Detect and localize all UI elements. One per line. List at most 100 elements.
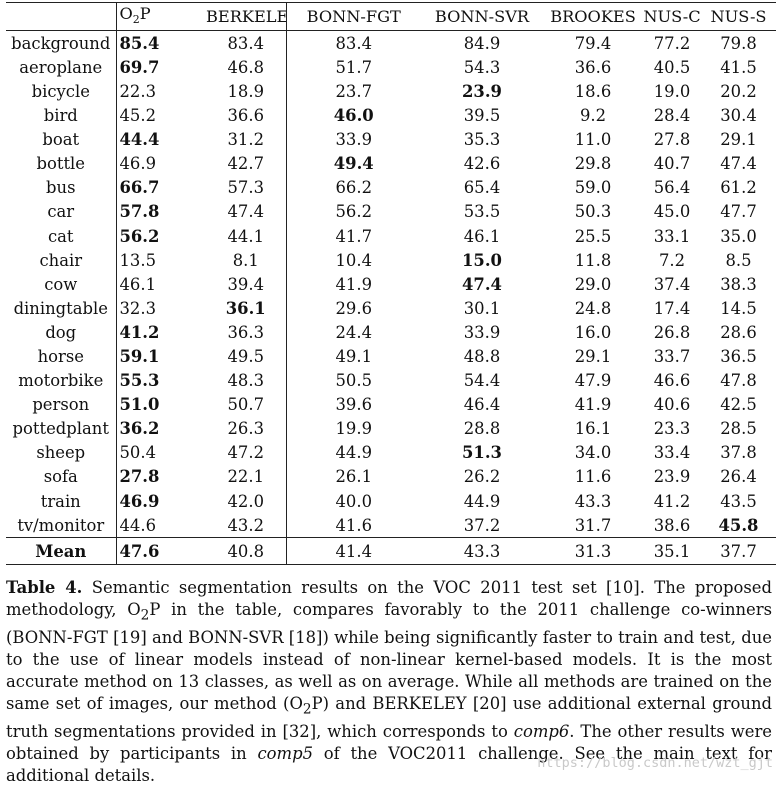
table-cell: 23.3 bbox=[653, 419, 691, 439]
table-cell: 44.9 bbox=[463, 491, 501, 511]
table-body: background 85.4 83.4 83.4 84.9 79.4 77.2 79.8 ae… bbox=[6, 30, 776, 538]
caption-italic: comp6 bbox=[513, 721, 570, 741]
table-caption: Table 4. Semantic segmentation results o… bbox=[6, 577, 772, 787]
row-label: train bbox=[40, 491, 81, 511]
caption-subscript: 2 bbox=[302, 701, 312, 718]
table-cell: 33.9 bbox=[463, 322, 501, 342]
table-cell: 43.2 bbox=[227, 515, 265, 535]
table-cell: 46.8 bbox=[227, 57, 265, 77]
table-cell: 46.1 bbox=[115, 272, 206, 297]
table-row: horse 59.1 49.5 49.1 48.8 29.1 33.7 36.5 bbox=[6, 344, 776, 369]
table-row: cow 46.1 39.4 41.9 47.4 29.0 37.4 38.3 bbox=[6, 272, 776, 297]
header-row: O2P BERKELEY BONN-FGT BONN-SVR BROOKES N… bbox=[6, 2, 776, 32]
table-cell: 39.4 bbox=[227, 274, 265, 294]
row-label: bus bbox=[46, 178, 76, 198]
table-cell: 47.6 bbox=[115, 537, 206, 565]
table-cell: 25.5 bbox=[574, 226, 612, 246]
table-row: bicycle 22.3 18.9 23.7 23.9 18.6 19.0 20.2 bbox=[6, 79, 776, 104]
table-cell: 54.4 bbox=[463, 371, 501, 391]
row-label: bicycle bbox=[31, 81, 90, 101]
table-cell: 56.4 bbox=[653, 178, 691, 198]
table-cell: 36.1 bbox=[225, 298, 266, 318]
table-cell: 51.7 bbox=[285, 55, 421, 80]
table-cell: 40.8 bbox=[206, 537, 286, 565]
table-cell: 59.0 bbox=[574, 178, 612, 198]
table-cell: 39.5 bbox=[463, 106, 501, 126]
table-cell: 29.6 bbox=[285, 296, 421, 321]
table-cell: 46.4 bbox=[463, 395, 501, 415]
table-cell: 44.1 bbox=[227, 226, 265, 246]
header-method: BONN-SVR bbox=[421, 2, 543, 32]
watermark-url: https://blog.csdn.net/wzt_gjt bbox=[537, 755, 773, 771]
table-cell: 8.5 bbox=[725, 250, 752, 270]
table-cell: 18.6 bbox=[574, 81, 612, 101]
row-label: motorbike bbox=[18, 371, 104, 391]
table-cell: 46.9 bbox=[115, 489, 206, 514]
table-cell: 50.3 bbox=[574, 202, 612, 222]
table-row: car 57.8 47.4 56.2 53.5 50.3 45.0 47.7 bbox=[6, 199, 776, 224]
table-cell: 61.2 bbox=[720, 178, 757, 198]
table-cell: 39.6 bbox=[285, 392, 421, 417]
table-row: chair 13.5 8.1 10.4 15.0 11.8 7.2 8.5 bbox=[6, 248, 776, 273]
table-cell: 57.3 bbox=[227, 178, 265, 198]
table-cell: 49.5 bbox=[227, 347, 265, 366]
table-cell: 49.4 bbox=[285, 151, 421, 176]
table-cell: 32.3 bbox=[115, 296, 206, 321]
table-cell: 14.5 bbox=[720, 298, 757, 318]
table-cell: 47.4 bbox=[227, 202, 265, 222]
caption-label: Table 4. bbox=[6, 578, 83, 597]
table-cell: 33.1 bbox=[653, 226, 691, 246]
table-cell: 44.4 bbox=[115, 127, 206, 152]
table-cell: 23.9 bbox=[462, 81, 502, 101]
table-cell: 55.3 bbox=[115, 368, 206, 393]
table-cell: 37.2 bbox=[463, 515, 501, 535]
table-cell: 45.8 bbox=[718, 515, 759, 535]
table-cell: 47.9 bbox=[574, 371, 612, 391]
table-cell: 53.5 bbox=[463, 202, 501, 222]
table-cell: 49.1 bbox=[285, 344, 421, 369]
header-method: BROOKES bbox=[543, 2, 643, 32]
table-row: dog 41.2 36.3 24.4 33.9 16.0 26.8 28.6 bbox=[6, 320, 776, 345]
header-method: NUS-C bbox=[643, 2, 701, 32]
table-cell: 24.8 bbox=[574, 298, 612, 318]
row-label: aeroplane bbox=[19, 57, 103, 77]
table-cell: 35.1 bbox=[643, 537, 701, 565]
table-cell: 36.2 bbox=[115, 416, 206, 441]
table-cell: 66.2 bbox=[285, 175, 421, 200]
table-cell: 29.1 bbox=[720, 130, 757, 150]
table-cell: 28.5 bbox=[720, 419, 757, 439]
row-label: tv/monitor bbox=[17, 515, 105, 535]
table-cell: 16.0 bbox=[574, 322, 612, 342]
table-cell: 34.0 bbox=[574, 443, 612, 463]
table-cell: 65.4 bbox=[463, 178, 501, 198]
table-cell: 22.3 bbox=[115, 79, 206, 104]
row-label: cow bbox=[44, 274, 78, 294]
row-label: bottle bbox=[36, 154, 85, 174]
table-cell: 11.8 bbox=[574, 250, 612, 270]
table-cell: 33.7 bbox=[653, 347, 691, 366]
table-cell: 42.5 bbox=[720, 395, 757, 415]
table-cell: 50.5 bbox=[285, 368, 421, 393]
table-row: boat 44.4 31.2 33.9 35.3 11.0 27.8 29.1 bbox=[6, 127, 776, 152]
table-cell: 40.5 bbox=[653, 57, 691, 77]
table-cell: 30.1 bbox=[463, 298, 501, 318]
table-cell: 27.8 bbox=[653, 130, 691, 150]
table-cell: 18.9 bbox=[227, 81, 265, 101]
row-label: sofa bbox=[43, 467, 78, 487]
table-cell: 41.9 bbox=[574, 395, 612, 415]
table-cell: 41.5 bbox=[720, 57, 757, 77]
table-cell: 11.6 bbox=[574, 467, 612, 487]
table-row: person 51.0 50.7 39.6 46.4 41.9 40.6 42.5 bbox=[6, 392, 776, 417]
table-cell: 37.8 bbox=[720, 443, 757, 463]
table-row: train 46.9 42.0 40.0 44.9 43.3 41.2 43.5 bbox=[6, 489, 776, 514]
table-row: aeroplane 69.7 46.8 51.7 54.3 36.6 40.5 41.5 bbox=[6, 55, 776, 80]
table-cell: 47.4 bbox=[462, 274, 502, 294]
table-cell: 57.8 bbox=[115, 199, 206, 224]
row-label: pottedplant bbox=[12, 419, 109, 439]
table-cell: 35.3 bbox=[463, 130, 501, 150]
table-row: bus 66.7 57.3 66.2 65.4 59.0 56.4 61.2 bbox=[6, 175, 776, 200]
table-cell: 44.9 bbox=[285, 440, 421, 465]
table-cell: 42.6 bbox=[463, 154, 501, 174]
table-cell: 26.3 bbox=[227, 419, 265, 439]
table-cell: 41.7 bbox=[285, 223, 421, 249]
